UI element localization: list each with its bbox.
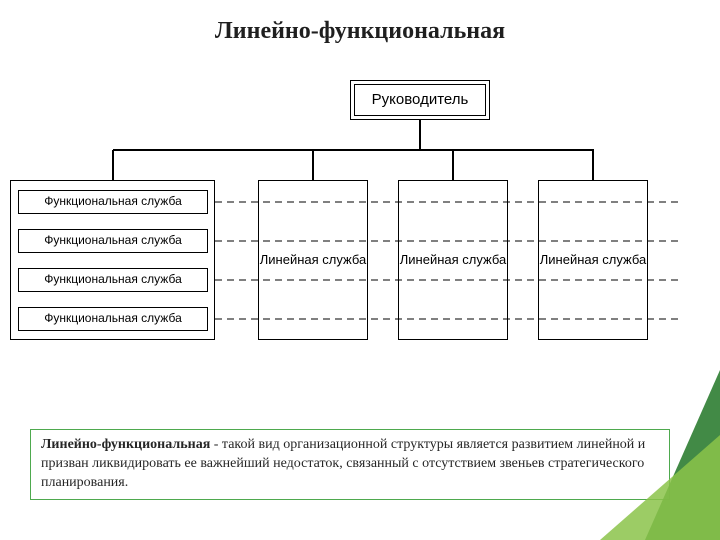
connector-bus <box>113 149 595 151</box>
functional-service-node: Функциональная служба <box>18 229 208 253</box>
caption-box: Линейно-функциональная - такой вид орган… <box>30 429 670 500</box>
caption-bold: Линейно-функциональная <box>41 437 210 452</box>
org-diagram: Руководитель Функциональная служба Функци… <box>0 70 720 390</box>
page-title: Линейно-функциональная <box>0 18 720 45</box>
corner-decoration <box>600 370 720 540</box>
linear-service-node: Линейная служба <box>258 180 368 340</box>
connector-linear <box>452 150 454 180</box>
linear-service-node: Линейная служба <box>398 180 508 340</box>
leader-label: Руководитель <box>372 91 469 108</box>
functional-service-node: Функциональная служба <box>18 268 208 292</box>
functional-service-node: Функциональная служба <box>18 190 208 214</box>
functional-service-node: Функциональная служба <box>18 307 208 331</box>
connector-leader-down <box>419 120 421 150</box>
leader-node: Руководитель <box>350 80 490 120</box>
connector-linear <box>592 150 594 180</box>
linear-service-node: Линейная служба <box>538 180 648 340</box>
connector-linear <box>312 150 314 180</box>
connector-functional <box>112 150 114 180</box>
leader-node-inner: Руководитель <box>354 84 486 116</box>
